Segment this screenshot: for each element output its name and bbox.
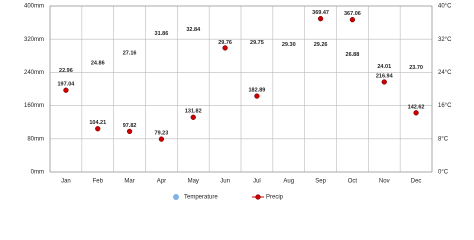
- x-tick-label: Dec: [411, 179, 422, 185]
- x-tick-label: Feb: [93, 179, 104, 185]
- temperature-label: 24.01: [377, 64, 391, 70]
- temperature-label: 23.70: [409, 65, 423, 71]
- y-tick-label: 320mm: [24, 37, 44, 43]
- precip-dot: [413, 110, 419, 116]
- precip-dot: [317, 16, 324, 22]
- temperature-label: 29.76: [218, 40, 232, 46]
- chart: 0mm 80mm 160mm 240mm 320mm 400mm 0°C 8°C 16°C 24°…: [0, 0, 474, 213]
- precip-label: 369.47: [312, 10, 329, 16]
- y-tick-label: 240mm: [24, 70, 44, 76]
- temperature-label: 29.30: [282, 42, 296, 48]
- precip-dot: [254, 93, 260, 99]
- precip-dot: [349, 17, 356, 23]
- y2-tick-label: 40°C: [438, 4, 452, 10]
- precip-dot: [222, 45, 228, 51]
- precip-dot: [95, 126, 101, 132]
- x-tick-label: Jan: [61, 179, 71, 185]
- x-tick-label: Oct: [348, 179, 358, 185]
- precip-label: 142.62: [408, 104, 425, 110]
- precip-label: 197.04: [58, 82, 76, 88]
- legend-label: Precip: [266, 195, 284, 201]
- precip-label: 367.06: [344, 11, 361, 17]
- temperature-label: 32.84: [186, 27, 201, 33]
- x-tick-label: Jul: [253, 179, 261, 185]
- y-tick-label: 80mm: [27, 136, 44, 142]
- temperature-label: 29.75: [250, 40, 264, 46]
- temperature-label: 22.96: [59, 68, 73, 74]
- legend-label: Temperature: [184, 195, 218, 201]
- x-tick-label: Jun: [220, 179, 230, 185]
- precip-dot: [158, 136, 165, 142]
- precip-label: 104.21: [89, 120, 106, 126]
- precip-dot: [126, 128, 133, 135]
- precip-dot: [63, 87, 69, 93]
- x-tick-label: Mar: [124, 179, 134, 185]
- y2-tick-label: 24°C: [438, 70, 452, 76]
- y2-tick-label: 8°C: [438, 136, 449, 142]
- temperature-label: 27.16: [123, 51, 137, 57]
- x-tick-label: May: [188, 179, 199, 185]
- plot-border: [49, 5, 433, 173]
- precip-label: 216.94: [376, 73, 394, 79]
- legend-swatch: [173, 194, 179, 200]
- precip-label: 79.23: [155, 131, 169, 137]
- temperature-label: 29.26: [314, 42, 328, 48]
- y-tick-label: 160mm: [24, 103, 44, 109]
- precip-label: 97.82: [123, 123, 137, 129]
- x-tick-label: Sep: [315, 179, 326, 185]
- precip-dot: [381, 79, 387, 85]
- y2-tick-label: 0°C: [438, 170, 449, 176]
- y2-tick-label: 32°C: [438, 37, 452, 43]
- legend-swatch: [255, 194, 261, 200]
- x-tick-label: Aug: [283, 179, 294, 185]
- precip-dot: [190, 114, 196, 120]
- x-tick-label: Nov: [379, 179, 390, 185]
- x-tick-label: Apr: [157, 179, 166, 185]
- temperature-label: 24.86: [91, 60, 105, 66]
- precip-label: 131.82: [185, 109, 202, 115]
- y2-tick-label: 16°C: [438, 103, 452, 109]
- y-tick-label: 0mm: [31, 170, 44, 176]
- temperature-label: 31.86: [155, 31, 169, 37]
- y-tick-label: 400mm: [24, 4, 44, 10]
- background: [0, 0, 474, 213]
- precip-label: 182.89: [249, 88, 266, 94]
- temperature-label: 26.88: [346, 52, 360, 58]
